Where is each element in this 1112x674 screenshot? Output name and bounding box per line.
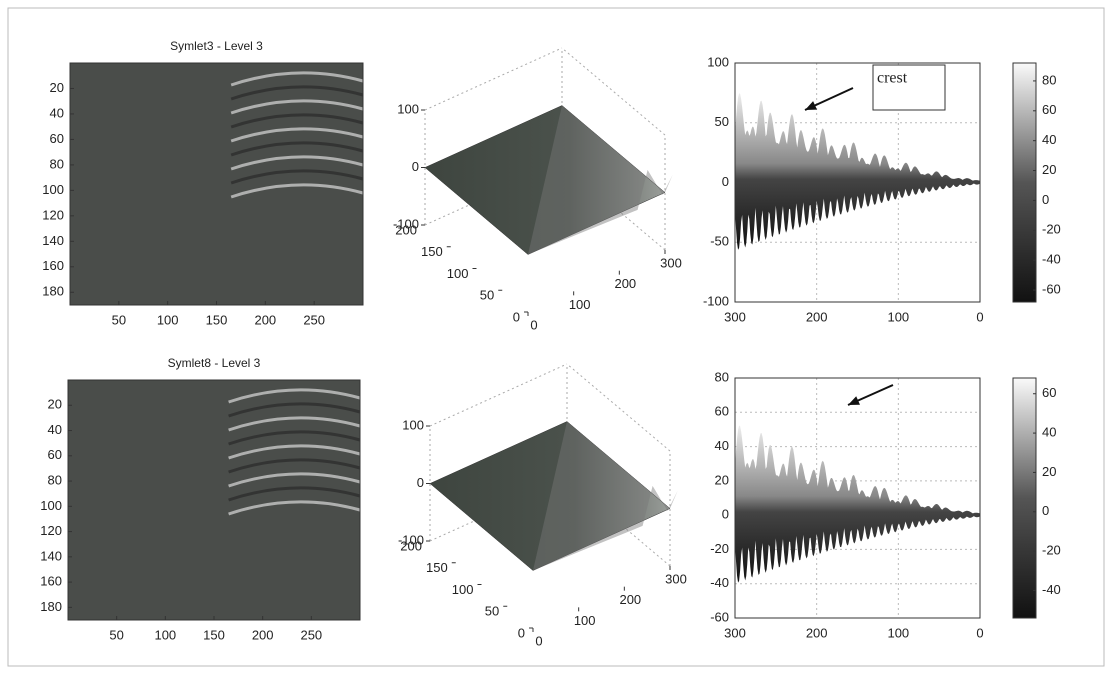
x-tick-label: 100 [154, 627, 176, 642]
colorbar-tick-label: 20 [1042, 464, 1056, 479]
box-edge [430, 364, 567, 426]
x-tick-label: 300 [724, 625, 746, 640]
x-tick-label: 50 [109, 627, 123, 642]
x-tick-label: 0 [976, 309, 983, 324]
area-fill [735, 425, 980, 582]
colorbar [1013, 378, 1036, 618]
colorbar-tick-label: -60 [1042, 281, 1061, 296]
y-tick-label: 80 [50, 156, 64, 171]
y-tick-label: 40 [715, 438, 729, 453]
y-tick-label: -50 [710, 234, 729, 249]
colorbar-tick-label: 0 [1042, 503, 1049, 518]
y-tick-label: 100 [42, 182, 64, 197]
y-tick-label: 160 [40, 574, 62, 589]
x-tick-label: 0 [535, 633, 542, 648]
y-tick-label: 50 [480, 288, 494, 303]
y-tick-label: 80 [715, 369, 729, 384]
y-tick-label: 20 [715, 472, 729, 487]
z-tick-label: 100 [402, 417, 424, 432]
y-tick-label: 0 [722, 507, 729, 522]
y-tick-label: 120 [40, 523, 62, 538]
x-tick-label: 200 [806, 625, 828, 640]
x-tick-label: 100 [157, 312, 179, 327]
x-tick-label: 150 [203, 627, 225, 642]
colorbar-tick-label: 0 [1042, 192, 1049, 207]
y-tick-label: -100 [703, 293, 729, 308]
y-tick-label: 120 [42, 207, 64, 222]
y-tick-label: 140 [40, 548, 62, 563]
panel-title: Symlet3 - Level 3 [170, 39, 263, 53]
x-tick-label: 300 [724, 309, 746, 324]
y-tick-label: -20 [710, 541, 729, 556]
colorbar-tick-label: -20 [1042, 543, 1061, 558]
colorbar-tick-label: 40 [1042, 425, 1056, 440]
y-tick-label: 100 [452, 582, 474, 597]
colorbar-tick-label: 20 [1042, 162, 1056, 177]
y-tick-label: 40 [50, 105, 64, 120]
x-tick-label: 100 [887, 625, 909, 640]
colorbar-tick-label: -40 [1042, 252, 1061, 267]
x-tick-label: 200 [254, 312, 276, 327]
colorbar-tick-label: -20 [1042, 222, 1061, 237]
x-tick-label: 100 [887, 309, 909, 324]
figure: Symlet3 - Level 3 20 40 60 80 100 120 140 160 180… [0, 0, 1112, 674]
annotation: crest [877, 70, 908, 87]
y-tick-label: 160 [42, 258, 64, 273]
area-fill [735, 93, 980, 250]
x-tick-label: 300 [660, 255, 682, 270]
colorbar-tick-label: 60 [1042, 385, 1056, 400]
panel-title: Symlet8 - Level 3 [168, 356, 261, 370]
y-tick-label: -60 [710, 609, 729, 624]
x-tick-label: 200 [619, 592, 641, 607]
y-tick-label: 180 [40, 599, 62, 614]
y-tick-label: 20 [48, 397, 62, 412]
x-tick-label: 200 [252, 627, 274, 642]
y-tick-label: 0 [722, 174, 729, 189]
y-tick-label: 20 [50, 80, 64, 95]
x-tick-label: 200 [806, 309, 828, 324]
colorbar-tick-label: 60 [1042, 102, 1056, 117]
x-tick-label: 250 [300, 627, 322, 642]
x-tick-label: 100 [569, 297, 591, 312]
y-tick-label: 100 [447, 266, 469, 281]
box-edge [425, 48, 562, 110]
image [68, 380, 360, 620]
x-tick-label: 150 [206, 312, 228, 327]
x-tick-label: 300 [665, 571, 687, 586]
x-tick-label: 0 [976, 625, 983, 640]
colorbar-tick-label: 40 [1042, 132, 1056, 147]
x-tick-label: 200 [614, 276, 636, 291]
y-tick-label: 60 [715, 404, 729, 419]
y-tick-label: 0 [518, 625, 525, 640]
z-tick-label: 100 [397, 101, 419, 116]
y-tick-label: 150 [421, 244, 443, 259]
x-tick-label: 100 [574, 613, 596, 628]
x-tick-label: 250 [303, 312, 325, 327]
z-tick-label: -100 [398, 532, 424, 547]
y-tick-label: 80 [48, 472, 62, 487]
x-tick-label: 50 [112, 312, 126, 327]
y-tick-label: 140 [42, 233, 64, 248]
y-tick-label: 60 [50, 131, 64, 146]
y-tick-label: 40 [48, 422, 62, 437]
y-tick-label: 60 [48, 447, 62, 462]
colorbar-tick-label: -40 [1042, 582, 1061, 597]
x-tick-label: 0 [530, 317, 537, 332]
y-tick-label: 100 [707, 54, 729, 69]
y-tick-label: 100 [40, 498, 62, 513]
y-tick-label: 0 [513, 309, 520, 324]
colorbar [1013, 63, 1036, 302]
y-tick-label: 50 [715, 114, 729, 129]
y-tick-label: 50 [485, 604, 499, 619]
y-tick-label: 150 [426, 560, 448, 575]
colorbar-tick-label: 80 [1042, 72, 1056, 87]
z-tick-label: 0 [417, 475, 424, 490]
y-tick-label: -40 [710, 575, 729, 590]
y-tick-label: 180 [42, 284, 64, 299]
z-tick-label: -100 [393, 216, 419, 231]
z-tick-label: 0 [412, 159, 419, 174]
